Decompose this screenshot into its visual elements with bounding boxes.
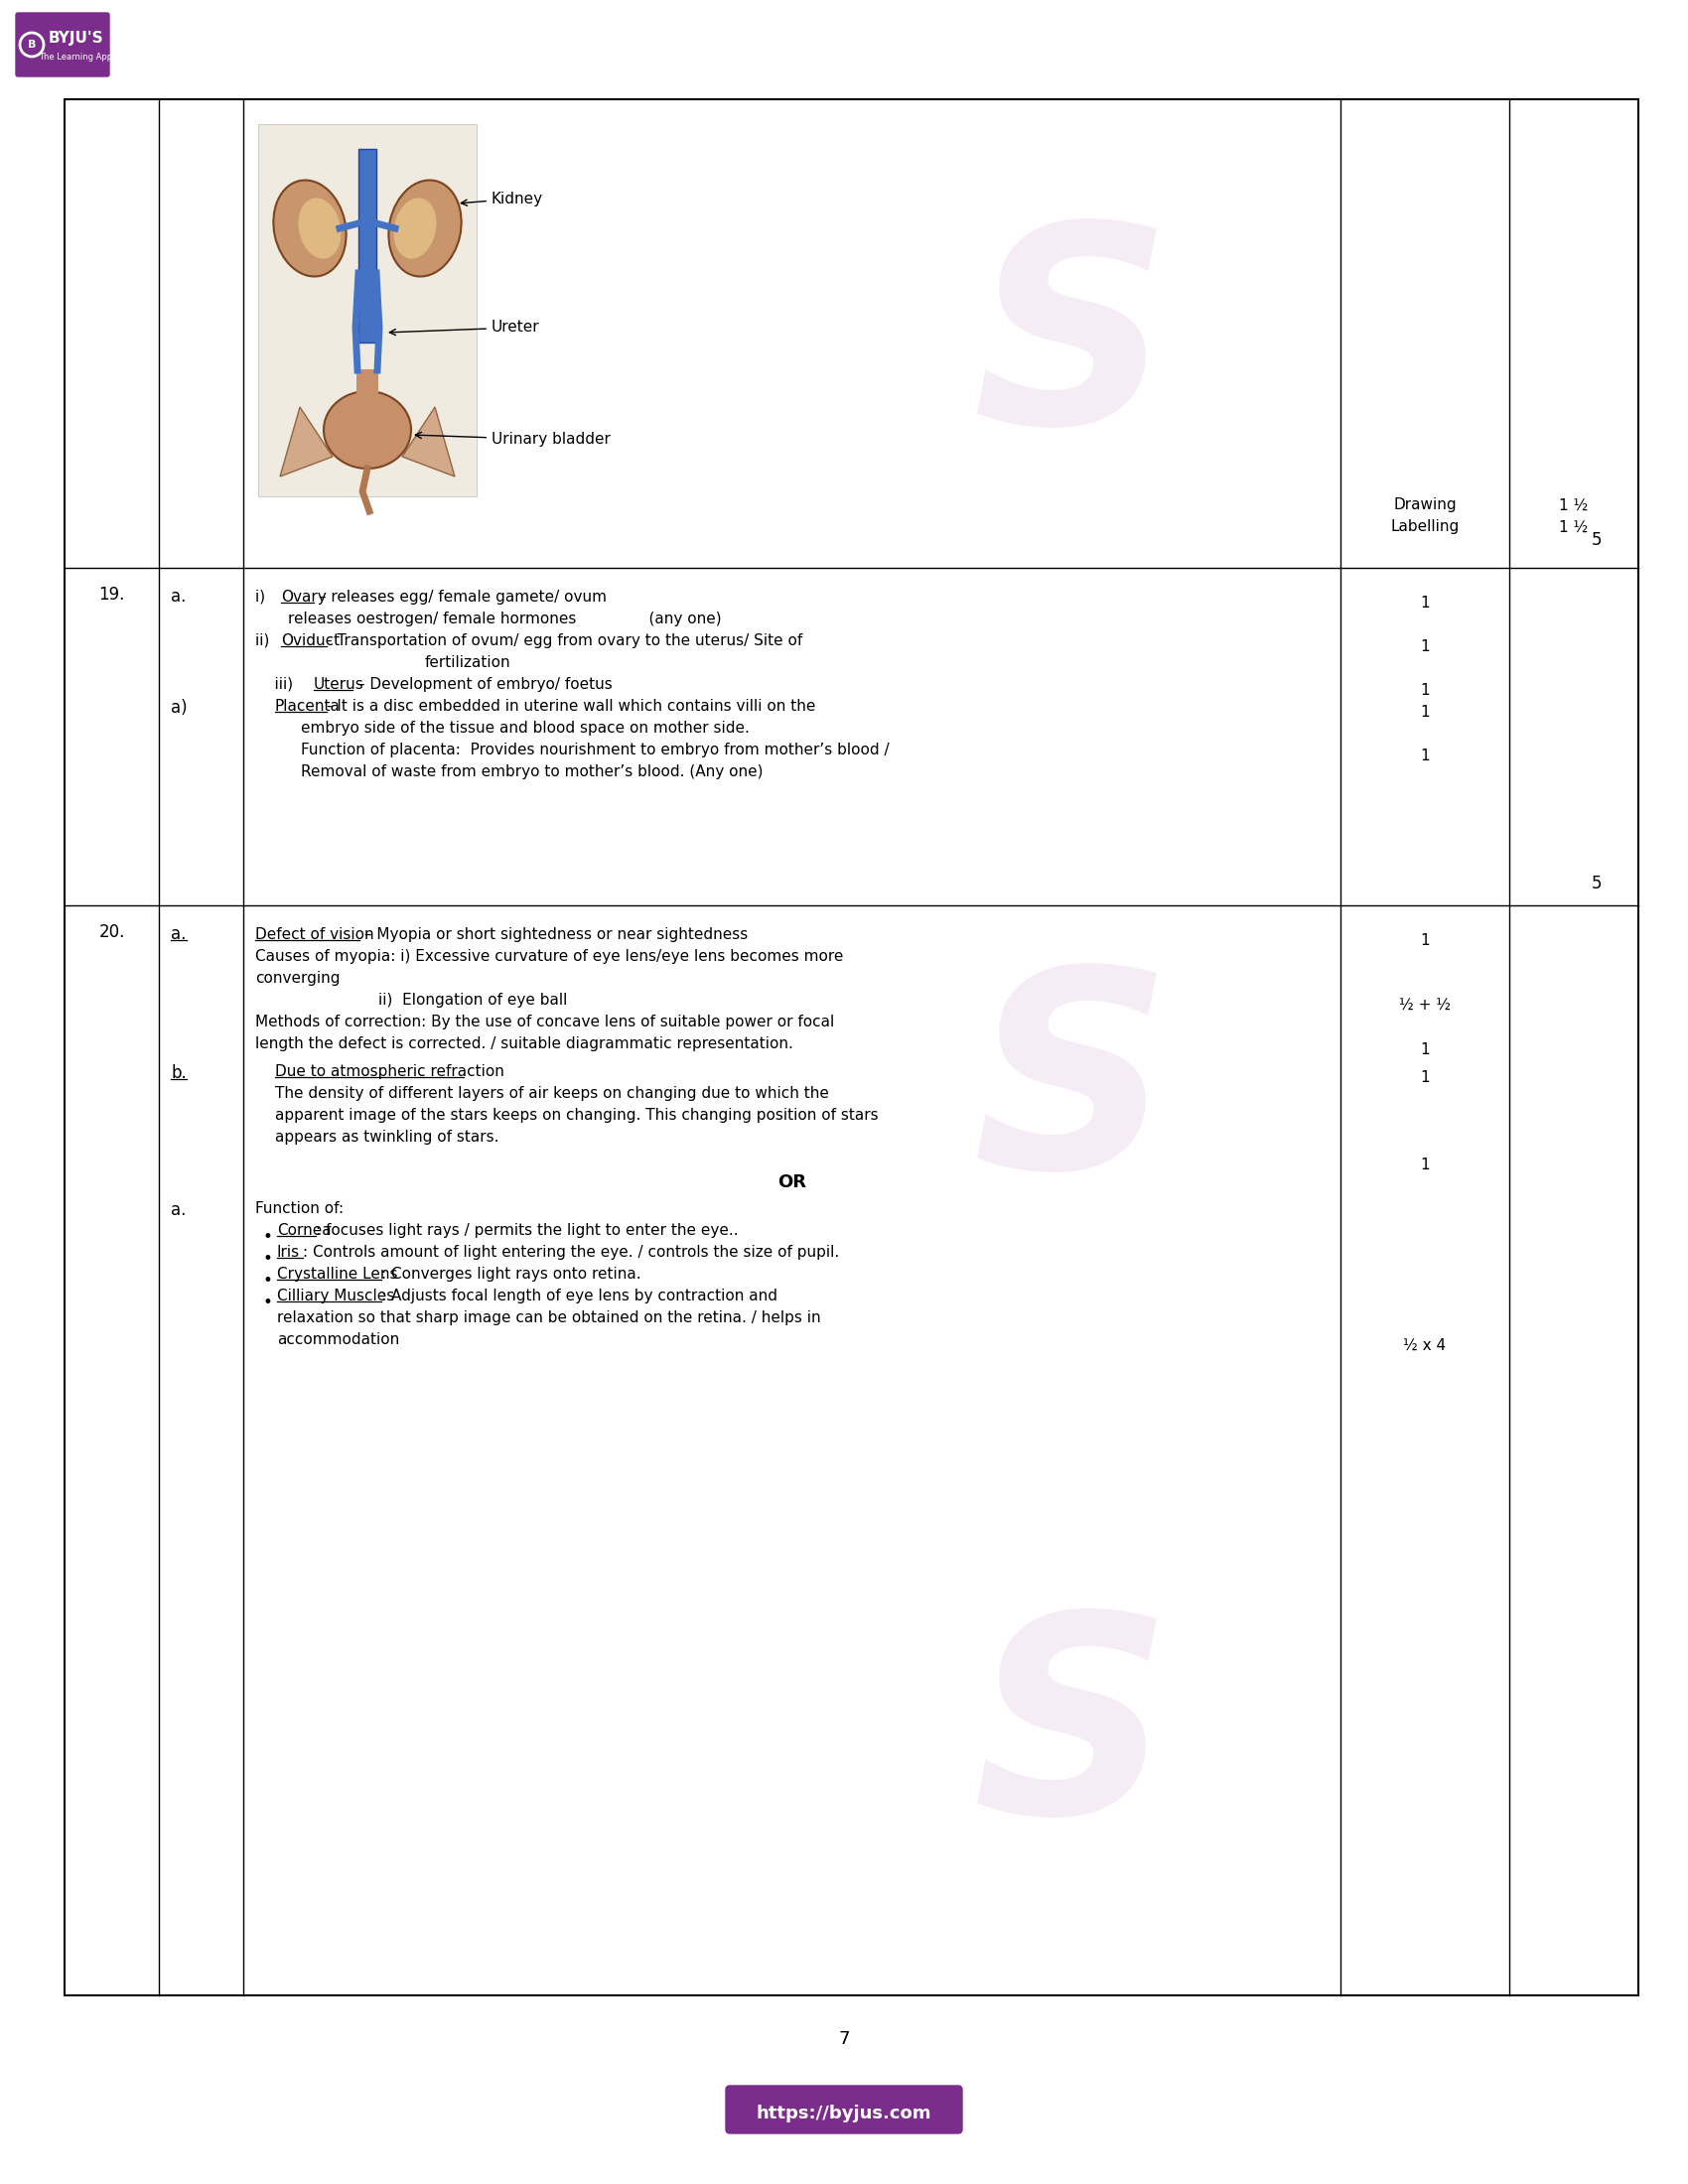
Text: Ovary: Ovary xyxy=(282,590,326,605)
Text: Drawing: Drawing xyxy=(1393,498,1457,513)
Text: 1: 1 xyxy=(1420,705,1430,721)
Text: – releases egg/ female gamete/ ovum: – releases egg/ female gamete/ ovum xyxy=(314,590,606,605)
Text: 1: 1 xyxy=(1420,933,1430,948)
Text: b.: b. xyxy=(170,1064,186,1081)
Text: a): a) xyxy=(170,699,187,716)
Polygon shape xyxy=(402,406,454,476)
Text: •: • xyxy=(263,1293,273,1310)
Text: 19.: 19. xyxy=(98,585,125,603)
Text: Defect of vision: Defect of vision xyxy=(255,928,375,941)
Ellipse shape xyxy=(273,179,346,277)
Text: fertilization: fertilization xyxy=(424,655,510,670)
Text: S: S xyxy=(972,1603,1171,1872)
Text: Removal of waste from embryo to mother’s blood. (Any one): Removal of waste from embryo to mother’s… xyxy=(300,764,763,780)
Text: 1: 1 xyxy=(1420,1042,1430,1057)
Text: 1: 1 xyxy=(1420,684,1430,699)
Text: Kidney: Kidney xyxy=(461,192,544,205)
Text: - Transportation of ovum/ egg from ovary to the uterus/ Site of: - Transportation of ovum/ egg from ovary… xyxy=(327,633,802,649)
Text: a.: a. xyxy=(170,1201,186,1219)
Text: 1: 1 xyxy=(1420,640,1430,655)
Bar xyxy=(64,98,1639,1996)
Text: ½ + ½: ½ + ½ xyxy=(1399,998,1450,1013)
Text: B: B xyxy=(27,39,35,50)
Text: 1: 1 xyxy=(1420,1070,1430,1085)
Text: length the defect is corrected. / suitable diagrammatic representation.: length the defect is corrected. / suitab… xyxy=(255,1037,793,1051)
Text: appears as twinkling of stars.: appears as twinkling of stars. xyxy=(275,1129,500,1144)
Text: : Controls amount of light entering the eye. / controls the size of pupil.: : Controls amount of light entering the … xyxy=(304,1245,839,1260)
Text: a.: a. xyxy=(170,926,186,943)
Text: 7: 7 xyxy=(839,2031,849,2049)
Text: Crystalline Lens: Crystalline Lens xyxy=(277,1267,398,1282)
Text: The density of different layers of air keeps on changing due to which the: The density of different layers of air k… xyxy=(275,1085,829,1101)
Polygon shape xyxy=(280,406,333,476)
FancyBboxPatch shape xyxy=(15,13,110,76)
Text: - It is a disc embedded in uterine wall which contains villi on the: - It is a disc embedded in uterine wall … xyxy=(327,699,815,714)
Text: Cornea: Cornea xyxy=(277,1223,331,1238)
Text: Cilliary Muscles: Cilliary Muscles xyxy=(277,1289,395,1304)
Text: releases oestrogen/ female hormones               (any one): releases oestrogen/ female hormones (any… xyxy=(287,612,721,627)
Text: relaxation so that sharp image can be obtained on the retina. / helps in: relaxation so that sharp image can be ob… xyxy=(277,1310,820,1326)
Text: : focuses light rays / permits the light to enter the eye..: : focuses light rays / permits the light… xyxy=(316,1223,739,1238)
Text: ii)  Elongation of eye ball: ii) Elongation of eye ball xyxy=(378,994,567,1007)
Text: 1 ½: 1 ½ xyxy=(1560,520,1588,535)
Bar xyxy=(258,124,476,496)
Text: Due to atmospheric refraction: Due to atmospheric refraction xyxy=(275,1064,505,1079)
Text: converging: converging xyxy=(255,972,339,985)
Text: 1 ½: 1 ½ xyxy=(1560,498,1588,513)
Text: Ureter: Ureter xyxy=(390,321,540,334)
Text: Iris: Iris xyxy=(277,1245,300,1260)
Text: iii): iii) xyxy=(255,677,297,692)
Text: •: • xyxy=(263,1249,273,1267)
Text: https://byjus.com: https://byjus.com xyxy=(756,2105,932,2123)
Text: •: • xyxy=(263,1271,273,1289)
Text: Urinary bladder: Urinary bladder xyxy=(415,432,611,448)
Text: Placenta: Placenta xyxy=(275,699,341,714)
Text: ii): ii) xyxy=(255,633,273,649)
Text: : Adjusts focal length of eye lens by contraction and: : Adjusts focal length of eye lens by co… xyxy=(381,1289,776,1304)
Ellipse shape xyxy=(324,391,412,470)
Text: •: • xyxy=(263,1227,273,1245)
Ellipse shape xyxy=(388,179,461,277)
Text: S: S xyxy=(972,214,1171,480)
Ellipse shape xyxy=(393,199,437,258)
Text: Uterus: Uterus xyxy=(314,677,365,692)
Text: apparent image of the stars keeps on changing. This changing position of stars: apparent image of the stars keeps on cha… xyxy=(275,1107,878,1123)
Text: Function of placenta:  Provides nourishment to embryo from mother’s blood /: Function of placenta: Provides nourishme… xyxy=(300,743,890,758)
Bar xyxy=(358,149,376,343)
Text: The Learning App: The Learning App xyxy=(39,52,113,61)
Text: Function of:: Function of: xyxy=(255,1201,344,1216)
Text: Methods of correction: By the use of concave lens of suitable power or focal: Methods of correction: By the use of con… xyxy=(255,1016,834,1029)
Text: a.: a. xyxy=(170,587,186,605)
Text: 20.: 20. xyxy=(98,924,125,941)
Text: Labelling: Labelling xyxy=(1391,520,1458,535)
Text: ½ x 4: ½ x 4 xyxy=(1403,1339,1447,1354)
Text: Causes of myopia: i) Excessive curvature of eye lens/eye lens becomes more: Causes of myopia: i) Excessive curvature… xyxy=(255,950,844,963)
Ellipse shape xyxy=(299,199,341,258)
Text: S: S xyxy=(972,959,1171,1225)
Text: accommodation: accommodation xyxy=(277,1332,400,1348)
Text: – Myopia or short sightedness or near sightedness: – Myopia or short sightedness or near si… xyxy=(360,928,748,941)
Text: embryo side of the tissue and blood space on mother side.: embryo side of the tissue and blood spac… xyxy=(300,721,749,736)
Text: 5: 5 xyxy=(1592,874,1602,893)
Text: : Converges light rays onto retina.: : Converges light rays onto retina. xyxy=(381,1267,641,1282)
Text: – Development of embryo/ foetus: – Development of embryo/ foetus xyxy=(353,677,613,692)
Text: 5: 5 xyxy=(1592,531,1602,548)
FancyBboxPatch shape xyxy=(726,2086,962,2134)
Text: OR: OR xyxy=(778,1173,807,1190)
Text: 1: 1 xyxy=(1420,1158,1430,1173)
Text: 1: 1 xyxy=(1420,749,1430,764)
Text: i): i) xyxy=(255,590,275,605)
Text: BYJU'S: BYJU'S xyxy=(47,31,103,46)
Bar xyxy=(356,369,378,402)
Text: Oviduct: Oviduct xyxy=(282,633,339,649)
Text: 1: 1 xyxy=(1420,596,1430,612)
